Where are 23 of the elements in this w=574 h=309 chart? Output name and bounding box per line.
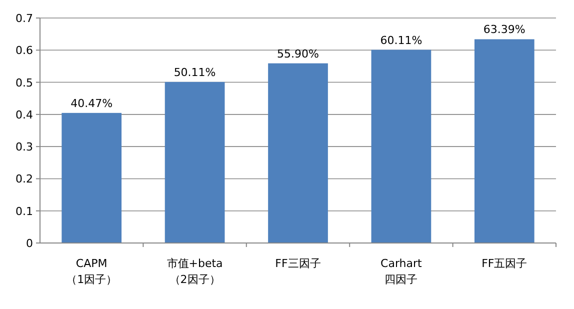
y-tick-label: 0.3: [16, 140, 33, 154]
y-tick-label: 0.1: [16, 204, 33, 218]
y-tick-label: 0.7: [16, 12, 33, 25]
bar: [474, 39, 534, 243]
data-label: 60.11%: [380, 34, 422, 47]
bar: [268, 63, 328, 243]
data-label: 40.47%: [70, 96, 113, 110]
x-tick-label: Carhart 四因子: [380, 257, 423, 286]
y-tick-label: 0: [26, 237, 33, 250]
x-tick-label: FF五因子: [482, 257, 528, 270]
data-label: 55.90%: [277, 47, 319, 60]
y-tick-label: 0.6: [16, 44, 33, 58]
x-tick-label: CAPM （1因子）: [66, 257, 118, 286]
y-tick-label: 0.4: [16, 108, 33, 122]
bar: [371, 50, 432, 243]
x-tick-label: FF三因子: [275, 257, 321, 270]
x-tick-label: 市值+beta （2因子）: [166, 257, 223, 286]
data-label: 63.39%: [483, 23, 526, 36]
y-tick-label: 0.5: [16, 76, 33, 90]
bar: [62, 112, 122, 243]
y-tick-label: 0.2: [16, 172, 33, 186]
bar: [164, 82, 225, 243]
data-label: 50.11%: [174, 66, 216, 79]
